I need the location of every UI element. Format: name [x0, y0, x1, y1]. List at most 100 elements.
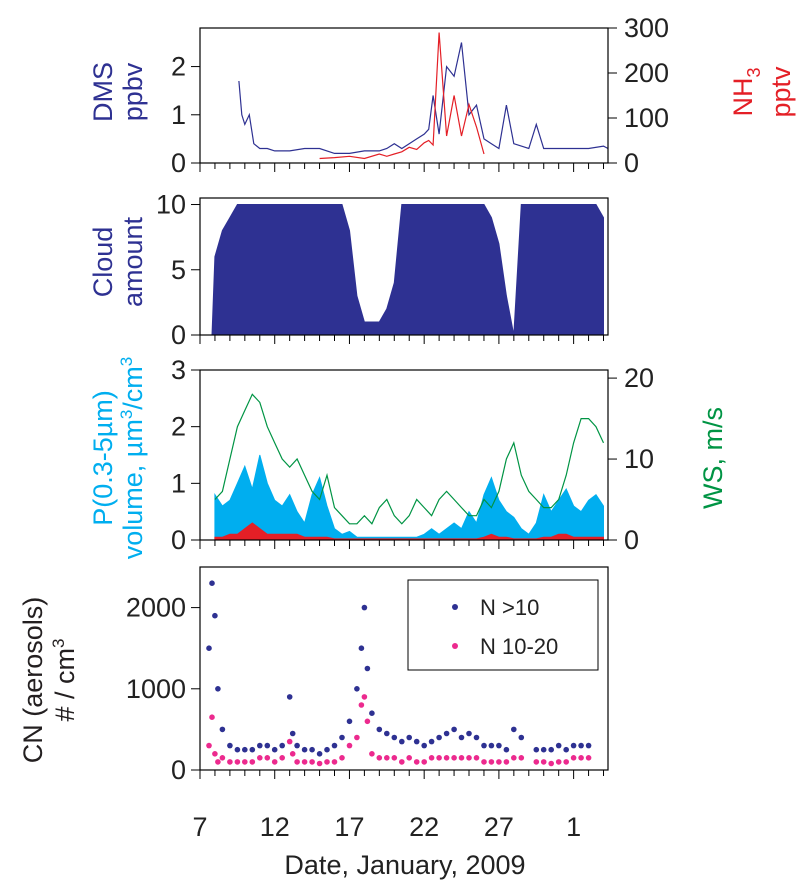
nh3-ylabel: NH3	[728, 67, 764, 116]
pvol-ylabel-line2: volume, µm3/cm3	[117, 357, 148, 560]
n1020-point	[346, 742, 353, 749]
n10-point	[271, 746, 278, 753]
n10-point	[346, 718, 353, 725]
n1020-point	[376, 755, 383, 761]
panel1-ytick-label: 0	[171, 148, 186, 178]
n10-point	[354, 686, 360, 692]
n1020-point	[488, 759, 495, 765]
n1020-point	[413, 759, 420, 765]
n10-point	[242, 746, 248, 753]
panel2-ytick-label: 0	[171, 320, 186, 350]
n10-point	[496, 742, 502, 749]
n10-point	[384, 730, 390, 737]
n10-point	[488, 742, 495, 749]
n1020-point	[428, 755, 435, 761]
n10-point	[399, 738, 405, 745]
n1020-point	[578, 755, 584, 761]
x-tick-label: 27	[484, 812, 514, 842]
cn-ylabel-sup: 3	[49, 639, 68, 648]
legend-marker-n10	[452, 604, 458, 610]
n1020-point	[391, 755, 398, 761]
n1020-point	[533, 759, 540, 765]
n10-point	[364, 665, 371, 672]
x-tick-label: 22	[409, 812, 439, 842]
n10-point	[257, 742, 263, 749]
panel1-ytick-label: 1	[171, 100, 186, 130]
n10-point	[473, 734, 480, 741]
n10-point	[358, 645, 365, 651]
n10-point	[264, 742, 271, 749]
n10-point	[555, 742, 562, 749]
legend-label-n1020: N 10-20	[480, 634, 558, 659]
n10-point	[540, 746, 547, 753]
x-tick-label: 12	[260, 812, 290, 842]
panel2-ytick-label: 10	[156, 190, 186, 220]
n1020-point	[518, 755, 525, 761]
panel3-frame	[199, 369, 609, 541]
n1020-point	[473, 755, 480, 761]
panel4-ytick-label: 1000	[126, 674, 186, 704]
n10-point	[206, 645, 212, 651]
n10-point	[369, 710, 375, 716]
n10-point	[413, 738, 420, 745]
n1020-point	[496, 759, 502, 765]
nh3-ylabel-sub: 3	[744, 67, 764, 77]
n1020-point	[511, 755, 517, 761]
n1020-point	[540, 759, 547, 765]
n10-point	[309, 746, 315, 753]
n1020-point	[481, 759, 487, 765]
nh3-ylabel-main: NH	[728, 78, 758, 117]
n10-point	[563, 746, 569, 753]
n10-point	[518, 734, 525, 741]
cloud-ylabel-line2: amount	[118, 216, 148, 307]
n1020-point	[406, 755, 413, 761]
panel1-ytick-right-label: 0	[624, 148, 639, 178]
cn-ylabel-part: # / cm	[50, 648, 80, 722]
n10-point	[324, 746, 330, 753]
n1020-point	[286, 738, 293, 745]
n10-point	[406, 734, 413, 741]
cloud-ylabel-line1: Cloud	[88, 227, 118, 298]
n1020-point	[264, 755, 271, 761]
n1020-point	[301, 759, 308, 765]
n1020-point	[215, 759, 221, 765]
n1020-point	[384, 755, 390, 761]
panel3-ytick-label: 2	[171, 412, 186, 442]
panel3-ytick-right-label: 0	[624, 525, 639, 555]
n1020-point	[309, 759, 315, 765]
legend-box	[407, 579, 599, 671]
n1020-point	[458, 755, 465, 761]
ws-ylabel: WS, m/s	[698, 407, 728, 509]
n10-point	[481, 742, 487, 749]
n10-point	[301, 746, 308, 753]
pvol-ylabel-part-a: volume, µm	[118, 419, 148, 559]
panel2-frame	[199, 197, 609, 336]
dms-series-line	[238, 42, 609, 154]
panel1-ytick-right-label: 100	[624, 103, 669, 133]
n10-point	[209, 580, 215, 586]
n10-point	[376, 726, 383, 733]
n1020-point	[279, 755, 286, 761]
n10-point	[227, 742, 233, 749]
x-tick-label: 1	[566, 812, 581, 842]
panel3-ytick-label: 3	[171, 355, 186, 385]
n1020-point	[234, 759, 241, 765]
cn-ylabel-line2: # / cm3	[49, 639, 80, 722]
panel1-ytick-label: 2	[171, 52, 186, 82]
n1020-point	[443, 755, 450, 761]
n1020-point	[369, 751, 375, 757]
n10-point	[361, 604, 368, 611]
n10-point	[533, 746, 540, 753]
legend-marker-n1020	[452, 643, 458, 649]
n10-point	[466, 730, 472, 737]
n1020-point	[354, 734, 360, 741]
n10-point	[503, 746, 510, 753]
n1020-point	[219, 755, 226, 761]
n1020-point	[358, 702, 365, 708]
n1020-point	[294, 759, 300, 765]
n10-point	[289, 730, 296, 737]
n10-point	[570, 742, 577, 749]
n10-point	[331, 742, 338, 749]
n1020-point	[361, 694, 368, 700]
n1020-point	[324, 759, 330, 765]
